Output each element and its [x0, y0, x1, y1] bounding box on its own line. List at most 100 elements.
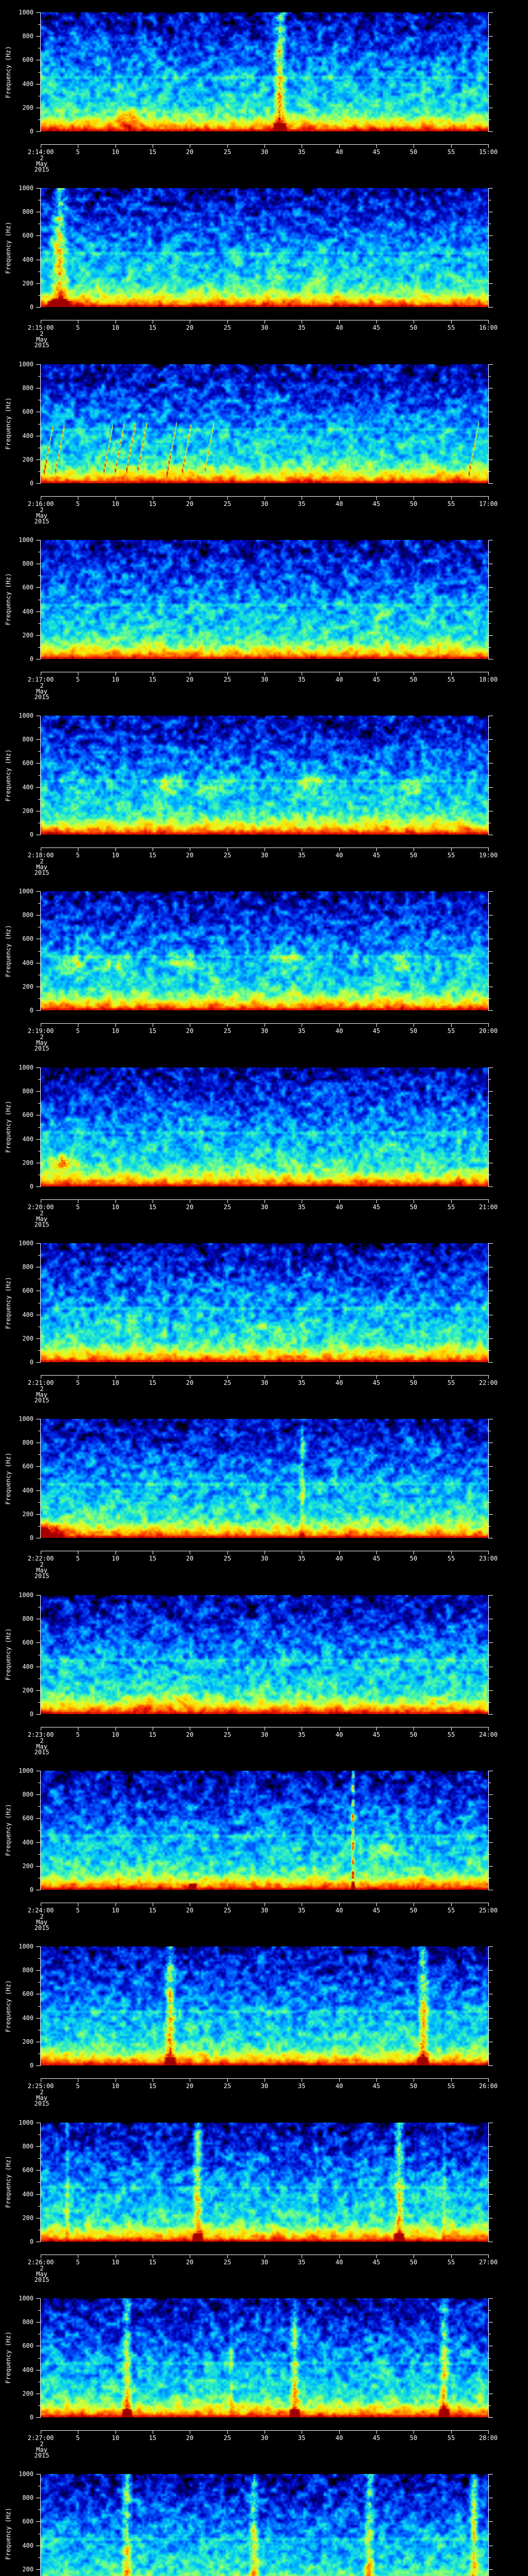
y-tick-label: 200	[22, 1335, 34, 1343]
y-tick-right	[489, 2065, 493, 2066]
x-tick-label: 50	[409, 1906, 418, 1914]
y-tick-left	[36, 2474, 40, 2475]
y-tick-label: 600	[22, 2166, 34, 2174]
spectrogram-panel: Frequency (Hz) 0 200 400 600 800 1000 2:20:00 5 1…	[0, 1055, 528, 1231]
y-axis-right-spine	[488, 1946, 489, 2066]
y-axis-title: Frequency (Hz)	[5, 397, 12, 450]
y-tick-left	[38, 2557, 40, 2558]
y-tick-label: 800	[22, 208, 34, 216]
y-tick-label: 1000	[19, 360, 34, 368]
x-tick-label: 20	[186, 1731, 194, 1738]
x-tick-label: 45	[372, 1379, 381, 1387]
x-tick-label: 55	[447, 2258, 455, 2266]
y-tick-label: 200	[22, 2389, 34, 2397]
y-axis-right-spine	[488, 364, 489, 484]
x-tick	[488, 1375, 489, 1379]
x-tick-label: 30	[260, 1555, 269, 1563]
date-label: 2	[40, 2089, 44, 2096]
x-tick	[376, 144, 377, 148]
spectrogram-image	[41, 364, 488, 483]
y-tick-left	[36, 131, 40, 132]
x-end-time-label: 16:00	[478, 324, 498, 332]
y-tick-left	[38, 903, 40, 904]
x-tick-label: 40	[335, 2434, 343, 2442]
y-tick-right	[489, 1454, 491, 1455]
date-label: May	[36, 1918, 47, 1926]
y-tick-right	[489, 2006, 491, 2007]
x-tick-label: 45	[372, 324, 381, 332]
y-tick-right	[489, 1806, 491, 1807]
date-label: May	[36, 160, 47, 167]
y-tick-right	[489, 1946, 493, 1947]
y-tick-left	[36, 307, 40, 308]
y-tick-label: 400	[22, 2542, 34, 2550]
x-tick	[339, 2078, 340, 2082]
x-tick	[376, 496, 377, 500]
x-tick-label: 25	[223, 148, 232, 156]
x-tick-label: 50	[409, 2258, 418, 2266]
y-tick-left	[38, 2358, 40, 2359]
y-tick-label: 200	[22, 2214, 34, 2222]
y-tick-label: 600	[22, 1287, 34, 1295]
x-tick	[227, 320, 228, 324]
y-axis-right-spine	[488, 1243, 489, 1363]
y-axis-title: Frequency (Hz)	[5, 2156, 12, 2208]
y-tick-left	[36, 364, 40, 365]
x-start-time-label: 2:21:00	[27, 1379, 54, 1387]
date-label: May	[36, 512, 47, 519]
y-tick-right	[489, 575, 491, 576]
y-tick-left	[38, 295, 40, 296]
y-tick-right	[489, 376, 491, 377]
y-tick-label: 0	[29, 128, 34, 135]
date-label: 2	[40, 155, 44, 162]
x-tick-label: 20	[186, 2434, 194, 2442]
y-axis-right-spine	[488, 1595, 489, 1715]
y-tick-right	[489, 1502, 491, 1503]
date-label: 2	[40, 1033, 44, 1041]
date-label: 2	[40, 2264, 44, 2272]
x-tick	[227, 1551, 228, 1555]
y-tick-label: 200	[22, 807, 34, 815]
spectrogram-panel: Frequency (Hz) 0 200 400 600 800 1000 2:17:00 5 1…	[0, 527, 528, 704]
y-tick-label: 0	[29, 1359, 34, 1366]
y-tick-right	[489, 1595, 493, 1596]
x-tick	[339, 1902, 340, 1906]
y-tick-label: 600	[22, 408, 34, 415]
x-tick-label: 35	[298, 1906, 306, 1914]
x-tick-label: 15	[148, 1027, 157, 1035]
x-tick	[227, 1726, 228, 1731]
x-tick-label: 30	[260, 2082, 269, 2090]
x-tick-label: 35	[298, 500, 306, 507]
x-tick	[451, 1902, 452, 1906]
x-tick-label: 45	[372, 1555, 381, 1563]
x-start-time-label: 2:18:00	[27, 852, 54, 859]
x-tick	[227, 848, 228, 852]
y-tick-left	[38, 1502, 40, 1503]
x-tick	[227, 496, 228, 500]
y-tick-label: 600	[22, 583, 34, 591]
y-tick-label: 800	[22, 736, 34, 743]
y-tick-left	[36, 1714, 40, 1715]
x-tick-label: 10	[111, 1906, 120, 1914]
spectrogram-panel: Frequency (Hz) 0 200 400 600 800 1000 2:16:00 5 1…	[0, 351, 528, 528]
y-tick-label: 600	[22, 1990, 34, 1998]
x-tick-label: 30	[260, 1203, 269, 1211]
x-tick-label: 5	[76, 675, 80, 683]
y-axis-title: Frequency (Hz)	[5, 1980, 12, 2032]
y-tick-label: 400	[22, 959, 34, 967]
y-tick-left	[36, 1842, 40, 1843]
x-tick-label: 40	[335, 2258, 343, 2266]
x-tick	[488, 1726, 489, 1731]
x-tick	[451, 1375, 452, 1379]
x-tick-label: 30	[260, 1379, 269, 1387]
x-tick-label: 10	[111, 1027, 120, 1035]
y-tick-left	[38, 2134, 40, 2135]
x-tick-label: 45	[372, 1731, 381, 1738]
y-axis-left-spine	[40, 539, 41, 659]
x-tick-label: 20	[186, 324, 194, 332]
x-start-time-label: 2:24:00	[27, 1906, 54, 1914]
y-tick-label: 600	[22, 56, 34, 63]
y-tick-right	[489, 2557, 491, 2558]
x-tick	[488, 496, 489, 500]
y-tick-right	[489, 635, 493, 636]
